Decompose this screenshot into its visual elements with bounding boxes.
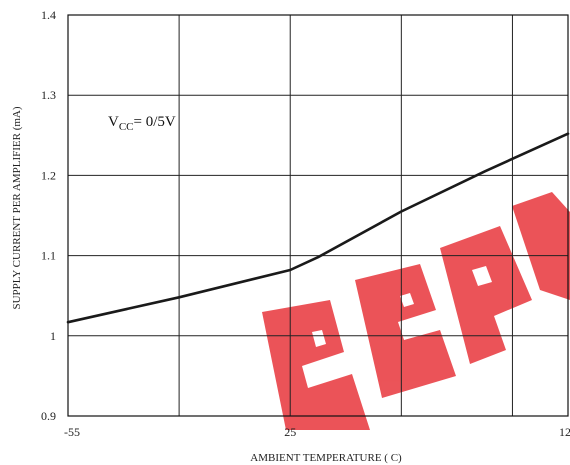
watermark-letter-e2 bbox=[355, 264, 456, 398]
vcc-annotation-rest: = 0/5V bbox=[134, 114, 176, 130]
x-axis-label: AMBIENT TEMPERATURE ( C) bbox=[250, 452, 402, 464]
series-line bbox=[66, 132, 570, 324]
vcc-annotation-sub: CC bbox=[119, 121, 134, 133]
y-tick-label: 1.2 bbox=[41, 168, 56, 182]
watermark-letter-e1 bbox=[262, 300, 370, 430]
x-tick-label: 25 bbox=[284, 425, 296, 439]
y-tick-label: 1.4 bbox=[41, 8, 56, 22]
watermark-hole-3 bbox=[472, 266, 492, 286]
x-tick-label: 125 bbox=[559, 425, 570, 439]
y-tick-label: 1.1 bbox=[41, 249, 56, 263]
watermark-letter-p bbox=[440, 226, 532, 364]
x-tick-labels: -55 25 125 bbox=[64, 425, 570, 439]
watermark-hole-1 bbox=[312, 330, 326, 347]
y-axis-label: SUPPLY CURRENT PER AMPLIFIER (mA) bbox=[11, 106, 23, 309]
series-layer bbox=[66, 132, 570, 324]
vcc-annotation-v: V bbox=[108, 114, 119, 130]
plot-area-border bbox=[67, 14, 569, 417]
vcc-annotation: VCC= 0/5V bbox=[108, 114, 176, 133]
watermark-letter-w bbox=[512, 192, 570, 300]
y-tick-label: 0.9 bbox=[41, 409, 56, 423]
watermark-hole-2 bbox=[400, 293, 414, 307]
y-tick-labels: 0.9 1 1.1 1.2 1.3 1.4 bbox=[41, 8, 56, 423]
watermark bbox=[262, 192, 570, 430]
y-tick-label: 1 bbox=[50, 329, 56, 343]
y-tick-label: 1.3 bbox=[41, 88, 56, 102]
x-tick-label: -55 bbox=[64, 425, 80, 439]
